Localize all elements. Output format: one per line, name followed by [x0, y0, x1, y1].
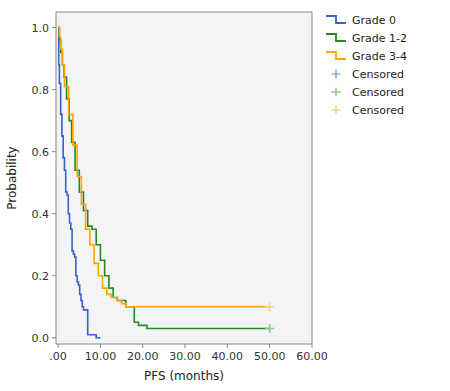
y-tick [52, 89, 56, 90]
y-tick-label: 0.8 [32, 84, 50, 97]
legend-label: Censored [352, 86, 404, 99]
y-tick-label: 0.2 [32, 270, 50, 283]
x-tick-label: 60.00 [296, 350, 328, 363]
y-tick [52, 337, 56, 338]
legend-swatch [326, 16, 346, 23]
legend-label: Censored [352, 68, 404, 81]
y-tick [52, 213, 56, 214]
legend-swatch [332, 88, 341, 97]
y-tick [52, 275, 56, 276]
x-tick [185, 344, 186, 348]
x-tick-label: .00 [49, 350, 67, 363]
x-tick [58, 344, 59, 348]
legend-label: Censored [352, 104, 404, 117]
survival-curve [58, 28, 270, 307]
x-tick-label: 20.00 [127, 350, 159, 363]
censored-marker [265, 324, 274, 333]
legend-swatch [326, 34, 346, 41]
legend: Grade 0 Grade 1-2 Grade 3-4 Censored Censore… [326, 14, 407, 117]
y-tick-label: 0.6 [32, 146, 50, 159]
x-tick [227, 344, 228, 348]
plot-area [56, 12, 312, 344]
censored-marker [265, 302, 274, 311]
chart: .00 10.00 20.00 30.00 40.00 50.00 60.00 0.0 0.2 0… [0, 0, 450, 391]
y-tick [52, 151, 56, 152]
legend-swatch [332, 70, 341, 79]
axes: .00 10.00 20.00 30.00 40.00 50.00 60.00 0.0 0.2 0… [32, 22, 328, 363]
legend-label: Grade 3-4 [352, 50, 407, 63]
legend-label: Grade 1-2 [352, 32, 407, 45]
plot-frame [56, 12, 312, 344]
x-tick-label: 10.00 [85, 350, 117, 363]
legend-label: Grade 0 [352, 14, 396, 27]
x-tick [312, 344, 313, 348]
y-axis-label: Probability [5, 146, 19, 209]
x-tick-label: 50.00 [254, 350, 286, 363]
y-tick-label: 0.0 [32, 332, 50, 345]
x-tick [269, 344, 270, 348]
x-tick [142, 344, 143, 348]
legend-swatch [332, 106, 341, 115]
x-tick-label: 30.00 [169, 350, 201, 363]
x-axis-label: PFS (months) [144, 369, 224, 383]
x-tick-label: 40.00 [212, 350, 244, 363]
y-tick-label: 1.0 [32, 22, 50, 35]
y-tick-label: 0.4 [32, 208, 50, 221]
legend-swatch [326, 52, 346, 59]
marks [58, 28, 274, 338]
survival-curve [58, 28, 270, 329]
x-tick [100, 344, 101, 348]
y-tick [52, 27, 56, 28]
